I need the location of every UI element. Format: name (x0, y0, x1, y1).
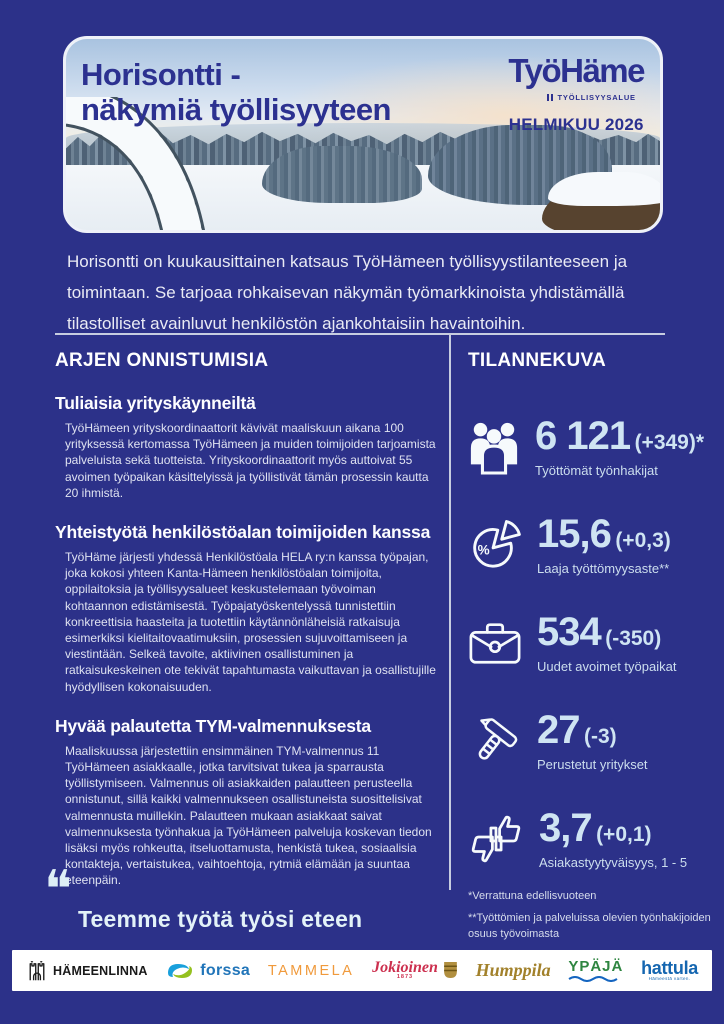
people-icon (468, 418, 520, 476)
page-title-line1: Horisontti - (81, 57, 241, 92)
logo-humppila: Humppila (476, 960, 551, 981)
situation-heading: TILANNEKUVA (468, 350, 607, 371)
section-title: Hyvää palautetta TYM-valmennuksesta (55, 715, 371, 736)
logo-jokioinen-year: 1873 (396, 974, 414, 981)
snow-cap (548, 172, 660, 206)
logo-ypaja-text: YPÄJÄ (568, 958, 624, 975)
logo-hameenlinna-text: HÄMEENLINNA (53, 963, 148, 978)
stat-label: Asiakastyytyväisyys, 1 - 5 (539, 855, 688, 870)
horizontal-divider (55, 333, 665, 335)
thumbs-icon (468, 810, 524, 868)
castle-icon (29, 960, 45, 980)
stat-label: Laaja työttömyysaste** (537, 561, 670, 576)
quote-marks-icon: ❝ (44, 860, 72, 920)
stat-row: 534 (-350) Uudet avoimet työpaikat (468, 612, 714, 674)
stat-row: 27 (-3) Perustetut yritykset (468, 710, 714, 772)
logo-humppila-text: Humppila (475, 960, 551, 980)
logo-hameenlinna: HÄMEENLINNA (26, 959, 148, 983)
logo-jokioinen-text: Jokioinen (372, 958, 438, 976)
situation-column: TILANNEKUVA 6 121 (468, 350, 714, 870)
column-divider (449, 333, 451, 890)
logo-bars-icon (546, 88, 555, 106)
section-body: Maaliskuussa järjestettiin ensimmäinen T… (65, 743, 432, 888)
logo-hattula-text: hattula (641, 958, 698, 979)
logo-forssa-text: forssa (200, 961, 251, 979)
hammer-icon (468, 714, 522, 768)
pie-chart-icon: % (468, 518, 522, 572)
footnote: **Työttömien ja palveluissa olevien työn… (468, 911, 711, 940)
footer-logo-bar: HÄMEENLINNA forssa TAMMELA Jokioinen 187… (12, 950, 712, 991)
section-title: Yhteistyötä henkilöstöalan toimijoiden k… (55, 522, 431, 543)
stat-delta: (+349)* (634, 431, 705, 454)
stat-value: 27 (537, 708, 580, 752)
quote-text: Teemme työtä työsi eteen (78, 905, 363, 932)
success-section: Hyvää palautetta TYM-valmennuksesta Maal… (55, 716, 441, 889)
stats-list: 6 121 (+349)* Työttömät työnhakijat % 15… (468, 416, 714, 870)
tree-island (262, 145, 423, 204)
section-title: Tuliaisia yrityskäynneiltä (55, 393, 256, 413)
svg-text:%: % (478, 543, 490, 558)
footnote: *Verrattuna edellisvuoteen (468, 890, 597, 902)
section-body: TyöHäme järjesti yhdessä Henkilöstöala H… (65, 550, 436, 694)
logo-forssa: forssa (165, 960, 250, 982)
stat-label: Työttömät työnhakijat (535, 463, 658, 478)
logo-tammela-text: TAMMELA (267, 962, 355, 979)
page-title-line2: näkymiä työllisyyteen (81, 92, 392, 128)
forssa-swoosh-icon (168, 963, 193, 978)
successes-heading: ARJEN ONNISTUMISIA (55, 350, 269, 371)
logo-ypaja: YPÄJÄ (568, 959, 623, 982)
tyohame-logo: TyöHäme TYÖLLISYYSALUE HELMIKUU 2026 (508, 52, 645, 135)
stat-row: 6 121 (+349)* Työttömät työnhakijat (468, 416, 714, 478)
briefcase-icon (468, 619, 522, 667)
ypaja-wave-icon (568, 976, 618, 982)
issue-date: HELMIKUU 2026 (508, 115, 644, 134)
stat-value: 3,7 (539, 806, 593, 850)
stat-row: % 15,6 (+0,3) Laaja työttömyysaste** (468, 514, 714, 576)
page-title: Horisontti - näkymiä työllisyyteen (81, 57, 392, 128)
stat-delta: (+0,3) (615, 529, 671, 552)
tyohame-logo-text: TyöHäme (508, 52, 645, 89)
stat-value: 6 121 (535, 414, 631, 458)
stat-label: Uudet avoimet työpaikat (537, 659, 677, 674)
logo-hattula: hattula Hämeestä varten. (641, 959, 698, 982)
stat-delta: (+0,1) (596, 823, 652, 846)
logo-hattula-tagline: Hämeestä varten. (648, 976, 691, 982)
intro-paragraph: Horisontti on kuukausittainen katsaus Ty… (67, 252, 628, 333)
stat-row: 3,7 (+0,1) Asiakastyytyväisyys, 1 - 5 (468, 808, 714, 870)
header-card: Horisontti - näkymiä työllisyyteen TyöHä… (63, 36, 663, 233)
stat-value: 534 (537, 610, 602, 654)
tyohame-logo-subtitle: TYÖLLISYYSALUE (557, 92, 636, 102)
stat-delta: (-350) (605, 627, 662, 650)
quote-block: ❝ Teemme työtä työsi eteen (44, 860, 363, 933)
stat-delta: (-3) (583, 725, 617, 748)
snowy-railing (66, 97, 205, 230)
logo-tammela: TAMMELA (268, 963, 355, 979)
success-section: Tuliaisia yrityskäynneiltä TyöHämeen yri… (55, 393, 441, 501)
logo-jokioinen: Jokioinen 1873 (372, 958, 458, 981)
success-section: Yhteistyötä henkilöstöalan toimijoiden k… (55, 522, 441, 695)
footnotes: *Verrattuna edellisvuoteen **Työttömien … (468, 889, 718, 949)
stat-value: 15,6 (537, 512, 612, 556)
section-body: TyöHämeen yrityskoordinaattorit kävivät … (65, 421, 436, 500)
successes-column: ARJEN ONNISTUMISIA Tuliaisia yrityskäynn… (55, 350, 441, 889)
stat-label: Perustetut yritykset (537, 757, 648, 772)
jokioinen-crest-icon (444, 962, 457, 979)
